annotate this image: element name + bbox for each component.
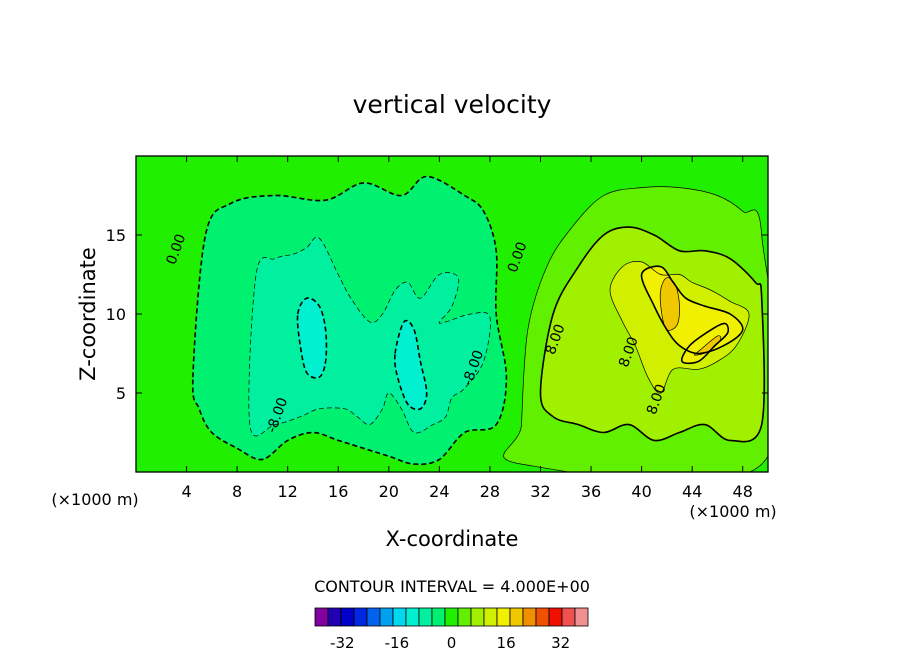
contour-region-10 [694,335,721,356]
colorbar-swatch [535,607,550,627]
x-tick-label: 44 [682,482,702,501]
colorbar-tick-label: -32 [330,634,355,652]
x-unit-label-right: (×1000 m) [689,502,776,521]
x-tick-label: 12 [278,482,298,501]
x-axis-label: X-coordinate [386,527,519,551]
x-tick-label: 48 [733,482,753,501]
colorbar-swatch [314,607,329,627]
contour-line-layer [191,175,768,472]
colorbar-swatch [327,607,342,627]
colorbar-swatch [431,607,446,627]
colorbar-swatch [483,607,498,627]
chart-title: vertical velocity [353,90,552,119]
colorbar-swatch [548,607,563,627]
plot-area: 0.00 0.00-8.00-8.008.00 8.008.00 [135,155,769,473]
contour-line-3 [393,319,428,411]
colorbar-swatch [418,607,433,627]
colorbar-swatch [470,607,485,627]
y-tick-label: 10 [106,305,126,324]
x-unit-label-left: (×1000 m) [51,490,138,509]
x-tick-label: 36 [581,482,601,501]
colorbar-swatch [444,607,459,627]
y-axis-label: Z-coordinate [76,247,100,381]
colorbar-swatch [366,607,381,627]
contour-line-0 [191,175,508,466]
x-tick-label: 24 [429,482,449,501]
contour-line-1 [248,236,491,437]
x-tick-label: 8 [232,482,242,501]
colorbar-swatch [405,607,420,627]
contour-line-9 [680,322,730,365]
contour-line-5 [539,226,766,443]
x-tick-label: 4 [181,482,191,501]
contour-interval-label: CONTOUR INTERVAL = 4.000E+00 [314,577,590,596]
y-tick-label: 15 [106,226,126,245]
x-tick-label: 20 [379,482,399,501]
contour-line-10 [694,335,722,356]
colorbar-swatch [353,607,368,627]
contour-line-8 [659,277,680,331]
colorbar-tick-label: 0 [447,634,457,652]
colorbar-tick-label: -16 [385,634,410,652]
contour-line-4 [503,186,768,472]
x-tick-label: 28 [480,482,500,501]
colorbar-swatch [457,607,472,627]
x-tick-label: 16 [328,482,348,501]
colorbar-swatch [561,607,576,627]
contour-label-layer: 0.00 0.00-8.00-8.008.00 8.008.00 [164,232,670,435]
contour-line-2 [296,297,328,379]
colorbar-swatch [392,607,407,627]
x-tick-label: 32 [530,482,550,501]
x-axis: 4 8 12 16 20 24 28 32 36 40 44 48 [181,156,753,501]
contour-region-8 [660,277,680,331]
contour-region-2 [297,297,327,378]
colorbar-swatch [379,607,394,627]
colorbar-swatch [522,607,537,627]
colorbar-tick-label: 32 [551,634,570,652]
colorbar-swatch [509,607,524,627]
colorbar: -32 -16 0 16 32 [314,607,589,652]
y-tick-label: 5 [116,384,126,403]
y-axis: 5 10 15 [106,226,768,403]
colorbar-swatch [496,607,511,627]
contour-line-6 [609,261,750,394]
colorbar-swatch [340,607,355,627]
colorbar-tick-label: 16 [497,634,516,652]
contour-region-3 [394,320,427,410]
x-tick-label: 40 [631,482,651,501]
colorbar-swatch [574,607,589,627]
